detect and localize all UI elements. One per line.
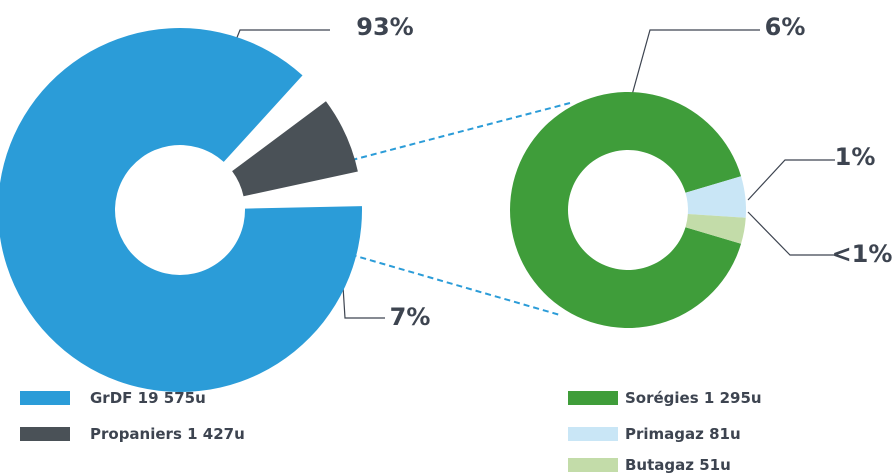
slice: [0, 27, 362, 392]
slice: [232, 101, 358, 197]
share-label: <1%: [832, 240, 893, 268]
share-label: 93%: [356, 13, 413, 41]
legend-swatch: [20, 427, 70, 441]
legend-value: 1 427u: [187, 425, 245, 443]
legend-label: Sorégies 1 295u: [625, 389, 762, 407]
legend-value: 1 295u: [704, 389, 762, 407]
legend-name: Propaniers: [90, 425, 182, 443]
legend-label: Butagaz 51u: [625, 456, 731, 474]
share-label: 6%: [765, 13, 806, 41]
leader-line: [747, 159, 835, 201]
legend-label: Primagaz 81u: [625, 425, 741, 443]
share-label: 7%: [390, 303, 431, 331]
legend-name: Primagaz: [625, 425, 704, 443]
legend-swatch: [568, 458, 618, 472]
legend-label: Propaniers 1 427u: [90, 425, 245, 443]
slice: [685, 213, 746, 244]
legend-name: Butagaz: [625, 456, 694, 474]
share-label: 1%: [835, 143, 876, 171]
legend-name: Sorégies: [625, 389, 699, 407]
legend-swatch: [568, 427, 618, 441]
slice: [685, 176, 746, 218]
slice: [510, 91, 742, 328]
leader-line: [631, 29, 760, 96]
legend-name: GrDF: [90, 389, 132, 407]
legend-label: GrDF 19 575u: [90, 389, 206, 407]
legend-value: 81u: [709, 425, 741, 443]
legend-value: 19 575u: [138, 389, 206, 407]
legend-swatch: [20, 391, 70, 405]
legend-swatch: [568, 391, 618, 405]
legend-value: 51u: [699, 456, 731, 474]
leader-line: [747, 211, 835, 256]
